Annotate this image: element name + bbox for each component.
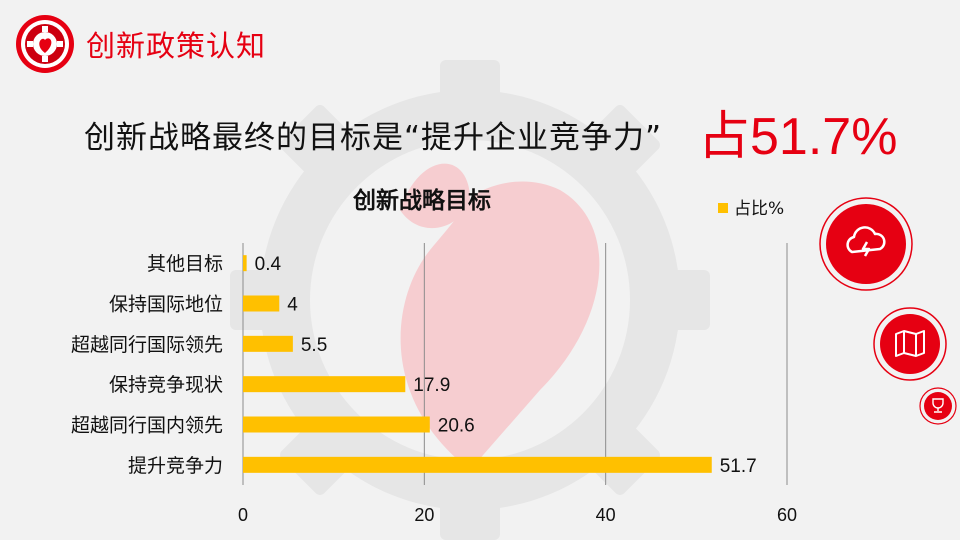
category-label: 提升竞争力: [128, 455, 223, 477]
data-label: 51.7: [720, 456, 757, 477]
chart-title: 创新战略目标: [352, 187, 491, 214]
side-button-trophy[interactable]: [918, 386, 958, 426]
data-label: 5.5: [301, 335, 327, 356]
legend-label: 占比%: [734, 199, 784, 219]
map-icon: [895, 330, 925, 357]
data-label: 17.9: [413, 375, 450, 396]
trophy-icon: [932, 398, 944, 413]
bar: [243, 456, 712, 473]
category-label: 超越同行国际领先: [71, 334, 223, 356]
gear-heart-logo: [16, 15, 74, 73]
chart-grid: [242, 243, 788, 485]
watermark-leaf: [400, 163, 470, 229]
category-label: 超越同行国内领先: [71, 415, 223, 437]
x-tick-label: 0: [238, 505, 248, 525]
data-label: 4: [287, 295, 298, 316]
bar: [243, 416, 430, 433]
headline-stat: 占51.7%: [698, 108, 898, 166]
data-label: 20.6: [438, 416, 475, 437]
data-label: 0.4: [255, 254, 282, 275]
category-label: 保持国际地位: [109, 294, 223, 316]
watermark-heart: [400, 181, 600, 470]
section-title: 创新政策认知: [86, 29, 267, 63]
side-button-cloud[interactable]: [818, 196, 914, 292]
bar: [243, 295, 280, 312]
x-tick-label: 40: [596, 505, 616, 525]
chart-bars: [243, 255, 712, 473]
bar: [243, 376, 406, 393]
chart-labels: 0 20 40 60 其他目标 0.4 保持国际地位 4 超越同行国际领先 5.5 保持竞争现状 17…: [71, 253, 797, 525]
legend-swatch: [718, 203, 728, 213]
headline: 创新战略最终的目标是“提升企业竞争力”: [84, 120, 663, 156]
x-tick-label: 60: [777, 505, 797, 525]
side-button-map[interactable]: [872, 306, 948, 382]
cloud-lightning-icon: [846, 226, 886, 257]
x-tick-label: 20: [414, 505, 434, 525]
bar: [243, 255, 247, 272]
bar: [243, 335, 293, 352]
header: 创新政策认知: [14, 14, 266, 74]
category-label: 保持竞争现状: [109, 374, 223, 396]
category-label: 其他目标: [147, 253, 223, 275]
